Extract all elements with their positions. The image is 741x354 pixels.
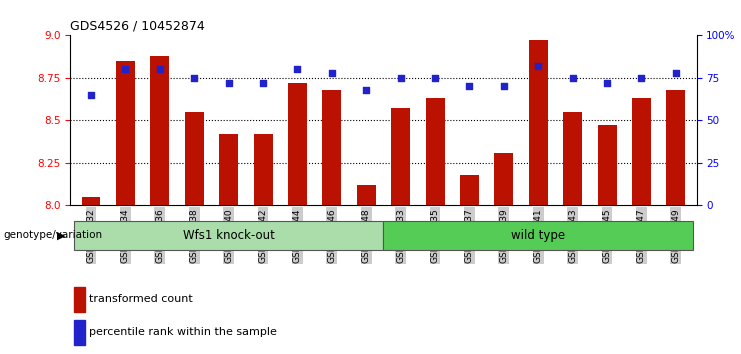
Bar <box>563 112 582 205</box>
FancyBboxPatch shape <box>74 221 384 250</box>
Bar <box>666 90 685 205</box>
Point <box>188 75 200 81</box>
Bar <box>357 185 376 205</box>
Point <box>395 75 407 81</box>
Point <box>464 84 476 89</box>
Text: GDS4526 / 10452874: GDS4526 / 10452874 <box>70 20 205 33</box>
Text: genotype/variation: genotype/variation <box>4 230 103 240</box>
Text: percentile rank within the sample: percentile rank within the sample <box>89 327 277 337</box>
Point <box>498 84 510 89</box>
Bar <box>150 56 169 205</box>
Point <box>567 75 579 81</box>
Bar <box>391 108 410 205</box>
Bar <box>219 134 238 205</box>
Bar <box>322 90 342 205</box>
Bar <box>73 287 84 312</box>
Bar <box>529 40 548 205</box>
Point <box>326 70 338 76</box>
Bar <box>73 320 84 345</box>
Point <box>223 80 235 86</box>
Bar <box>632 98 651 205</box>
Point <box>532 63 544 69</box>
Bar <box>598 125 617 205</box>
Point <box>119 67 131 72</box>
Point <box>429 75 441 81</box>
Bar <box>460 175 479 205</box>
Point <box>670 70 682 76</box>
Bar <box>425 98 445 205</box>
Text: transformed count: transformed count <box>89 294 193 304</box>
Point <box>636 75 648 81</box>
Point <box>360 87 372 93</box>
Text: wild type: wild type <box>511 229 565 242</box>
FancyBboxPatch shape <box>384 221 693 250</box>
Point <box>154 67 166 72</box>
Bar <box>185 112 204 205</box>
Text: Wfs1 knock-out: Wfs1 knock-out <box>183 229 275 242</box>
Bar <box>82 197 101 205</box>
Bar <box>494 153 514 205</box>
Point <box>291 67 303 72</box>
Point <box>257 80 269 86</box>
Point <box>85 92 97 98</box>
Bar <box>116 61 135 205</box>
Point <box>601 80 613 86</box>
Bar <box>253 134 273 205</box>
Text: ▶: ▶ <box>57 230 65 240</box>
Bar <box>288 83 307 205</box>
